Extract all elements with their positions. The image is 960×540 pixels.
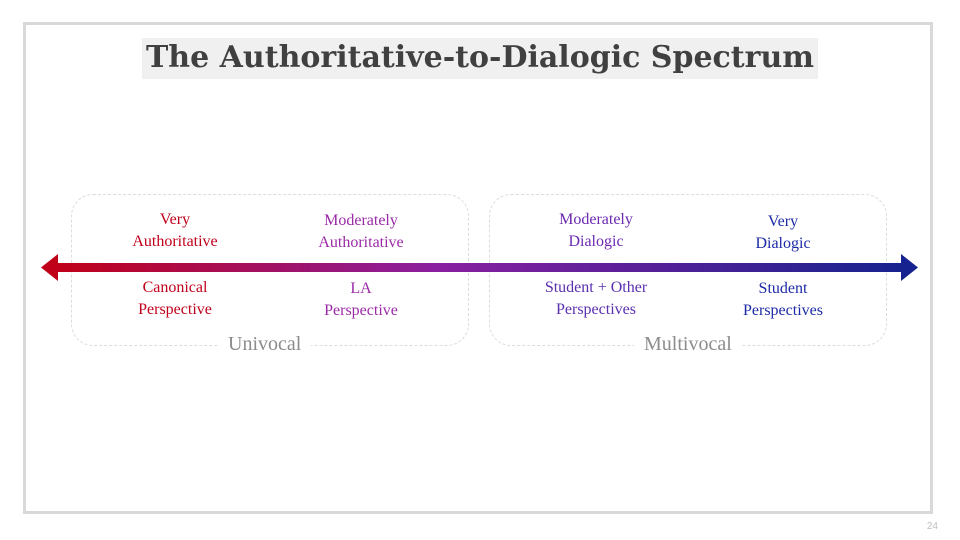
label-line: Dialogic bbox=[568, 233, 624, 250]
label-line: Very bbox=[767, 213, 799, 230]
spectrum-arrow-shaft bbox=[55, 263, 905, 272]
label-line: Moderately bbox=[559, 211, 633, 228]
label-line: Dialogic bbox=[755, 235, 811, 252]
label-line: Canonical bbox=[142, 279, 208, 296]
label-line: Perspectives bbox=[556, 301, 636, 318]
slide-title-wrap: The Authoritative-to-Dialogic Spectrum bbox=[0, 38, 960, 79]
slide-frame bbox=[23, 22, 933, 514]
page-number: 24 bbox=[926, 521, 938, 532]
spectrum-arrow-left-head bbox=[41, 254, 58, 281]
label-line: Student bbox=[758, 280, 808, 297]
label-moderately-authoritative: Moderately Authoritative bbox=[276, 210, 446, 254]
label-line: Student + Other bbox=[544, 279, 648, 296]
label-line: Very bbox=[159, 211, 191, 228]
label-line: Authoritative bbox=[132, 233, 218, 250]
label-line: Moderately bbox=[324, 212, 398, 229]
label-student-other-perspectives: Student + Other Perspectives bbox=[511, 277, 681, 321]
label-line: Perspective bbox=[138, 301, 212, 318]
label-line: LA bbox=[350, 280, 372, 297]
label-student-perspectives: Student Perspectives bbox=[698, 278, 868, 322]
label-very-authoritative: Very Authoritative bbox=[90, 209, 260, 253]
label-very-dialogic: Very Dialogic bbox=[698, 211, 868, 255]
label-moderately-dialogic: Moderately Dialogic bbox=[511, 209, 681, 253]
univocal-label: Univocal bbox=[218, 330, 312, 358]
multivocal-label: Multivocal bbox=[634, 330, 742, 358]
label-line: Authoritative bbox=[318, 234, 404, 251]
spectrum-arrow-right-head bbox=[901, 254, 918, 281]
slide-title: The Authoritative-to-Dialogic Spectrum bbox=[141, 38, 819, 79]
label-line: Perspective bbox=[324, 302, 398, 319]
label-canonical-perspective: Canonical Perspective bbox=[90, 277, 260, 321]
label-line: Perspectives bbox=[743, 302, 823, 319]
label-la-perspective: LA Perspective bbox=[276, 278, 446, 322]
